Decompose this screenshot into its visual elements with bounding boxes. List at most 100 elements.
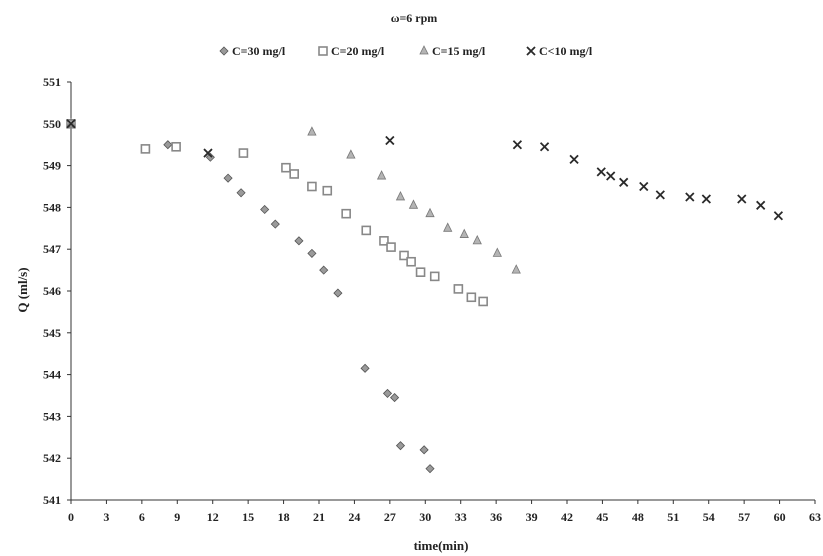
data-point <box>511 264 521 274</box>
data-point <box>619 177 629 187</box>
data-point <box>379 236 389 246</box>
x-tick-label: 3 <box>103 510 109 524</box>
data-point <box>346 149 356 159</box>
data-point <box>492 247 502 257</box>
data-point <box>307 126 317 136</box>
legend-label: C=30 mg/l <box>232 44 286 58</box>
y-tick-label: 542 <box>43 451 61 465</box>
legend-item: C=30 mg/l <box>219 44 286 58</box>
data-point <box>203 148 213 158</box>
series-triangle <box>66 117 521 274</box>
data-point <box>408 199 419 209</box>
series-square <box>66 119 488 307</box>
data-point <box>390 393 400 403</box>
data-point <box>466 292 477 303</box>
data-point <box>472 234 482 245</box>
data-point <box>361 225 372 236</box>
x-tick-label: 57 <box>738 510 750 524</box>
data-point <box>478 296 488 307</box>
x-tick-label: 54 <box>703 510 715 524</box>
data-point <box>270 219 280 229</box>
series-x <box>66 119 784 221</box>
data-point <box>756 200 766 210</box>
plot-area <box>66 117 784 474</box>
data-point <box>685 192 695 202</box>
data-point <box>773 211 784 221</box>
data-point <box>395 441 406 451</box>
legend-label: C=20 mg/l <box>331 44 385 58</box>
data-point <box>395 191 406 201</box>
data-point <box>66 119 76 129</box>
data-point <box>415 267 426 277</box>
data-point <box>443 222 453 232</box>
y-tick-label: 541 <box>43 493 61 507</box>
x-tick-label: 48 <box>632 510 644 524</box>
y-tick-label: 547 <box>43 242 61 256</box>
y-tick-label: 544 <box>43 368 61 382</box>
data-point <box>360 363 370 373</box>
x-tick-label: 51 <box>667 510 679 524</box>
data-point <box>459 228 469 238</box>
y-axis-title: Q (ml/s) <box>15 267 30 312</box>
data-point <box>376 170 387 180</box>
data-point <box>453 284 464 294</box>
data-point <box>163 140 173 150</box>
data-point <box>399 250 409 261</box>
x-tick-label: 36 <box>490 510 502 524</box>
data-point <box>737 194 747 204</box>
data-point <box>307 248 317 258</box>
data-point <box>569 154 579 164</box>
x-tick-label: 27 <box>384 510 396 524</box>
x-tick-label: 30 <box>419 510 431 524</box>
data-point <box>294 236 304 246</box>
legend-marker <box>219 46 229 56</box>
x-tick-label: 60 <box>774 510 786 524</box>
data-point <box>307 181 317 192</box>
legend: C=30 mg/l C=20 mg/l C=15 mg/l C<10 mg/l <box>219 44 593 58</box>
x-tick-label: 42 <box>561 510 573 524</box>
data-point <box>289 169 300 179</box>
legend-marker <box>419 45 429 55</box>
data-point <box>639 181 649 192</box>
data-point <box>701 194 711 204</box>
x-tick-label: 21 <box>313 510 325 524</box>
data-point <box>539 142 550 152</box>
data-point <box>406 256 416 267</box>
x-tick-label: 45 <box>596 510 608 524</box>
y-tick-label: 549 <box>43 159 61 173</box>
data-point <box>319 265 329 275</box>
data-point <box>341 208 351 219</box>
x-tick-label: 15 <box>242 510 254 524</box>
x-tick-label: 63 <box>809 510 821 524</box>
legend-item: C<10 mg/l <box>526 44 593 58</box>
chart-title: ω=6 rpm <box>391 11 438 25</box>
data-point <box>205 152 215 162</box>
data-point <box>596 167 606 177</box>
data-point <box>260 204 270 215</box>
x-tick-label: 12 <box>207 510 219 524</box>
data-point <box>386 242 396 252</box>
data-point <box>171 141 181 152</box>
data-point <box>419 445 429 455</box>
data-point <box>322 185 333 196</box>
data-point <box>425 207 435 218</box>
y-tick-label: 545 <box>43 326 61 340</box>
series-diamond <box>66 119 435 474</box>
x-tick-label: 39 <box>526 510 538 524</box>
data-point <box>333 288 343 298</box>
data-point <box>236 188 246 198</box>
y-tick-label: 543 <box>43 409 61 423</box>
y-tick-label: 548 <box>43 200 61 214</box>
legend-item: C=20 mg/l <box>318 44 385 58</box>
x-tick-label: 6 <box>139 510 145 524</box>
y-tick-label: 551 <box>43 75 61 89</box>
x-tick-label: 33 <box>455 510 467 524</box>
data-point <box>238 148 249 158</box>
data-point <box>281 162 291 173</box>
y-tick-label: 546 <box>43 284 61 298</box>
legend-marker <box>526 46 536 56</box>
data-point <box>223 173 233 183</box>
data-point <box>655 190 665 200</box>
y-tick-label: 550 <box>43 117 61 131</box>
